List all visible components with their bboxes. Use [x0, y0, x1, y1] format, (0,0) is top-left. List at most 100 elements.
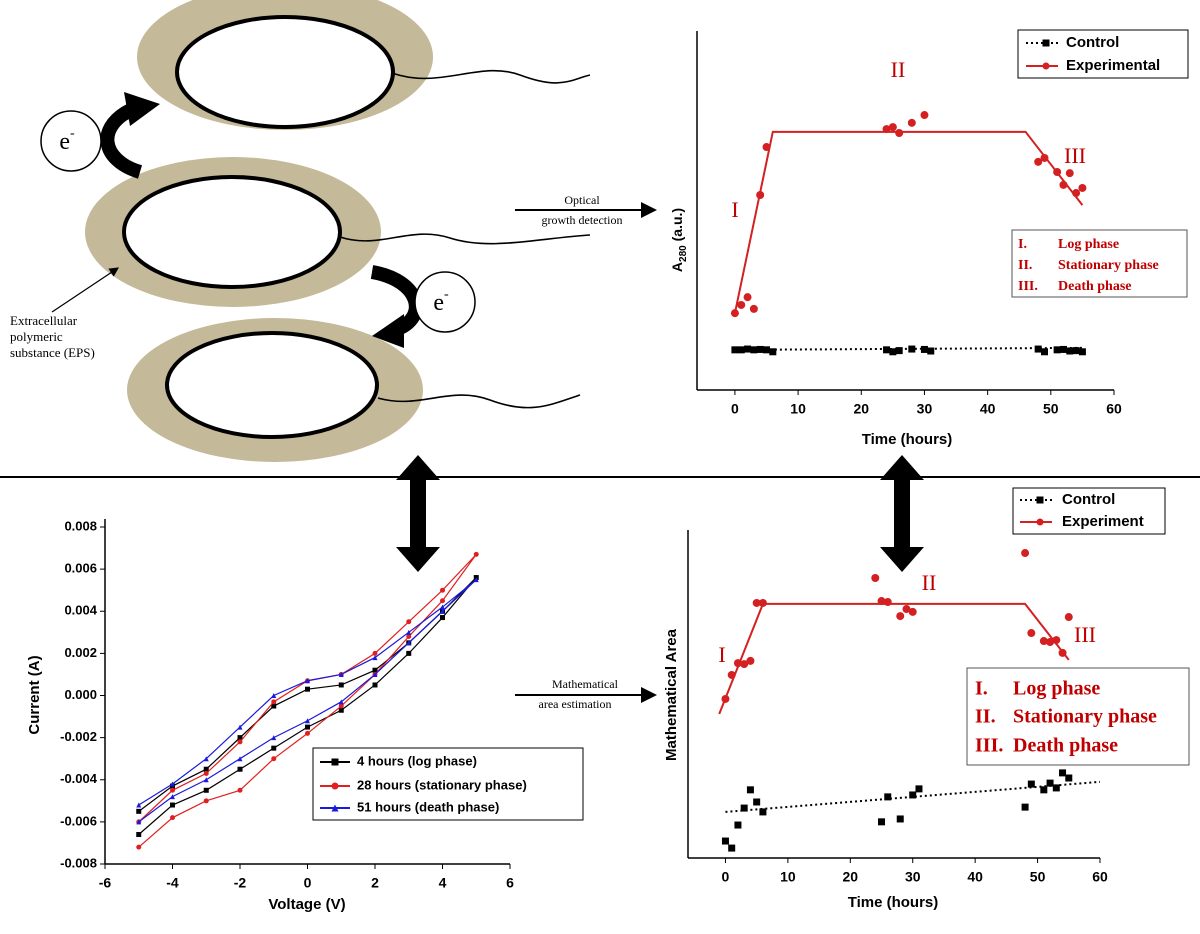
marker	[737, 346, 745, 354]
marker	[749, 304, 758, 313]
marker	[909, 791, 917, 799]
marker	[338, 671, 344, 677]
marker	[406, 640, 412, 646]
marker	[1052, 636, 1061, 645]
marker	[1065, 169, 1074, 178]
x-tick-label: 4	[439, 875, 447, 891]
y-axis-label-rest: (a.u.)	[669, 208, 685, 245]
x-tick-label: 50	[1030, 869, 1046, 885]
marker	[744, 345, 752, 353]
marker	[1041, 348, 1048, 356]
y-tick-label: -0.002	[60, 729, 97, 744]
marker	[871, 574, 880, 582]
phase-name: Stationary phase	[1058, 258, 1159, 273]
marker	[1078, 348, 1086, 356]
marker	[769, 348, 777, 356]
marker	[740, 660, 749, 669]
marker	[136, 808, 142, 814]
arrow-label: Mathematical	[552, 677, 619, 691]
x-tick-label: 10	[780, 869, 796, 885]
phase-annotation: II	[891, 57, 906, 82]
marker	[136, 819, 142, 825]
electron-symbol: e	[433, 290, 444, 316]
arrow-label: Optical	[564, 193, 600, 207]
marker	[170, 794, 175, 800]
marker	[237, 766, 243, 772]
marker	[406, 629, 412, 635]
marker	[338, 707, 344, 713]
marker	[338, 703, 344, 709]
x-tick-label: -4	[166, 875, 179, 891]
marker	[305, 730, 310, 736]
electron-charge: -	[70, 126, 75, 141]
x-tick-label: 30	[905, 869, 921, 885]
marker	[1072, 189, 1081, 198]
marker	[1021, 549, 1030, 558]
marker	[271, 703, 277, 709]
arrow-label: growth detection	[542, 213, 623, 227]
marker	[759, 808, 767, 816]
marker	[1046, 638, 1055, 646]
phase-numeral: II.	[1018, 258, 1032, 273]
y-tick-label: -0.008	[60, 855, 97, 870]
legend-label: Experiment	[1062, 513, 1144, 530]
marker	[372, 682, 378, 688]
marker	[372, 650, 378, 656]
y-tick-label: 0.006	[64, 561, 97, 576]
phase-name: Death phase	[1058, 279, 1132, 294]
marker	[440, 604, 445, 610]
marker	[473, 551, 479, 557]
marker	[305, 718, 310, 724]
marker	[1027, 629, 1036, 638]
marker	[902, 605, 911, 614]
marker	[746, 786, 754, 794]
electron-label: e-	[59, 126, 75, 154]
legend-box	[1012, 487, 1166, 535]
y-tick-label: 0.002	[64, 645, 97, 660]
phase-box	[1011, 229, 1188, 298]
marker	[1040, 153, 1049, 162]
cell	[127, 318, 581, 462]
marker	[271, 745, 277, 751]
marker	[878, 818, 886, 826]
y-axis-label-sub: 280	[678, 245, 689, 262]
marker	[908, 345, 916, 353]
eps-label: Extracellular	[10, 313, 78, 328]
marker	[721, 694, 730, 703]
marker	[1059, 345, 1067, 353]
marker	[1039, 637, 1048, 646]
marker	[237, 787, 243, 793]
marker	[758, 598, 767, 607]
marker	[271, 699, 277, 705]
x-tick-label: -2	[234, 875, 247, 891]
phase-annotation: III	[1064, 143, 1086, 168]
marker	[731, 346, 739, 354]
marker	[338, 682, 344, 688]
marker	[1021, 803, 1029, 811]
marker	[734, 821, 742, 829]
marker	[889, 348, 897, 356]
x-tick-label: 60	[1092, 869, 1108, 885]
marker	[271, 756, 277, 762]
marker	[1059, 769, 1067, 777]
x-tick-label: 0	[731, 401, 739, 417]
marker	[1036, 518, 1044, 526]
y-axis-label: A280 (a.u.)	[669, 208, 689, 272]
marker	[728, 844, 736, 852]
legend-label: Experimental	[1066, 57, 1160, 74]
x-tick-label: 0	[304, 875, 312, 891]
marker	[203, 787, 209, 793]
phase-annotation: III	[1074, 622, 1096, 647]
legend-box	[312, 747, 584, 821]
marker	[752, 598, 761, 607]
marker	[920, 345, 928, 353]
cell	[85, 157, 591, 307]
phase-box	[966, 667, 1190, 766]
marker	[1027, 780, 1035, 788]
eps-pointer	[51, 267, 119, 313]
marker	[1034, 157, 1043, 166]
marker	[237, 735, 243, 741]
marker	[883, 346, 891, 354]
legend-label: Control	[1066, 34, 1119, 51]
